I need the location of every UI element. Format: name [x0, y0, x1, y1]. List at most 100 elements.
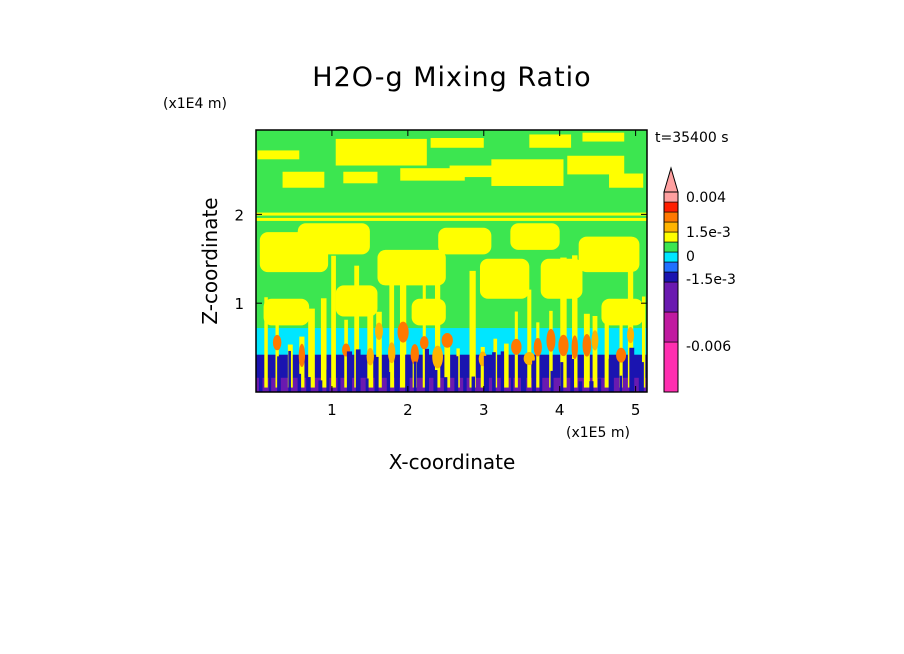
plume-core: [272, 334, 282, 351]
moist-patch: [510, 223, 560, 250]
moist-plume: [572, 255, 578, 388]
moist-plume: [434, 266, 441, 388]
x-tick-label: 1: [327, 401, 337, 419]
plume-core: [397, 321, 409, 343]
moist-plume: [389, 270, 395, 388]
x-axis: 1 2 3 4 5: [327, 130, 640, 419]
moist-plume: [422, 258, 426, 388]
dry-intrusion: [306, 377, 311, 392]
dry-intrusion: [463, 360, 467, 392]
y-axis-label: Z-coordinate: [198, 197, 222, 324]
plume-core: [419, 336, 429, 350]
dry-intrusion: [608, 358, 614, 392]
dry-intrusion: [560, 362, 564, 392]
plume-core: [558, 334, 569, 357]
plume-core: [546, 328, 556, 352]
dry-intrusion: [326, 369, 330, 392]
colorbar-swatch: [663, 191, 679, 203]
dry-intrusion: [570, 359, 575, 392]
moist-patch: [297, 223, 370, 255]
x-tick-label: 4: [555, 401, 565, 419]
dry-intrusion: [277, 356, 281, 392]
moist-band: [257, 150, 300, 160]
moist-plume: [527, 289, 532, 388]
moist-stripe: [256, 217, 647, 221]
dry-intrusion: [374, 356, 379, 392]
moist-plume: [308, 308, 315, 388]
moist-band: [567, 155, 625, 175]
dry-intrusion: [578, 381, 583, 392]
moist-patch: [438, 227, 492, 255]
colorbar-label: 0: [686, 249, 695, 265]
plume-core: [366, 347, 374, 366]
dry-intrusion: [443, 377, 448, 392]
plume-core: [441, 333, 453, 348]
moist-band: [430, 137, 484, 148]
colorbar-swatch: [663, 251, 679, 263]
colorbar-swatch: [663, 221, 679, 233]
dry-intrusion: [471, 376, 476, 392]
colorbar-label: -0.006: [686, 339, 731, 355]
dry-intrusion: [394, 375, 400, 392]
dry-intrusion: [539, 365, 543, 392]
dry-intrusion: [629, 347, 635, 392]
moist-plume: [480, 346, 485, 388]
dry-intrusion: [413, 361, 417, 392]
chart-title: H2O-g Mixing Ratio: [312, 62, 591, 93]
moist-plume: [469, 270, 476, 388]
plume-core: [298, 343, 306, 368]
plume-core: [627, 327, 635, 344]
moist-patch: [377, 249, 446, 286]
moist-patch: [411, 298, 446, 326]
colorbar: 0.004 1.5e-3 0 -1.5e-3 -0.006: [663, 166, 736, 393]
moist-plume: [331, 255, 336, 388]
plot-frame: [255, 129, 648, 393]
moist-band: [529, 134, 572, 148]
moist-patch: [479, 258, 530, 299]
moist-plume: [264, 297, 268, 388]
moist-stripe: [256, 212, 647, 216]
colorbar-swatch: [663, 271, 679, 283]
plume-core: [616, 347, 627, 363]
moist-plume: [641, 296, 646, 388]
x-tick-label: 5: [631, 401, 641, 419]
dry-intrusion: [597, 378, 602, 392]
moist-band: [343, 171, 378, 184]
plume-core: [533, 338, 542, 357]
colorbar-label: 1.5e-3: [686, 225, 731, 241]
dry-intrusion: [589, 381, 594, 392]
colorbar-swatch: [663, 281, 679, 313]
moist-band: [609, 173, 644, 188]
dry-intrusion: [424, 348, 430, 392]
colorbar-swatch: [663, 211, 679, 223]
y-units-label: (x1E4 m): [163, 96, 227, 112]
dry-intrusion: [550, 370, 554, 392]
colorbar-swatch: [663, 341, 679, 393]
moist-plume: [619, 301, 623, 388]
moist-plume: [444, 336, 451, 388]
dry-intrusion: [492, 352, 496, 392]
dry-intrusion: [386, 372, 391, 392]
moist-band: [400, 168, 465, 181]
y-tick-label: 2: [234, 206, 244, 224]
plume-core: [432, 345, 443, 369]
colorbar-swatch: [663, 201, 679, 213]
x-axis-label: X-coordinate: [389, 450, 516, 474]
moist-patch: [578, 236, 640, 273]
plume-core: [582, 334, 592, 357]
dry-intrusion: [454, 356, 459, 392]
colorbar-label: -1.5e-3: [686, 272, 736, 288]
dry-intrusion: [532, 360, 537, 392]
dry-intrusion: [433, 370, 438, 392]
dry-intrusion: [619, 375, 623, 392]
dry-intrusion: [365, 378, 369, 392]
colorbar-frame: [663, 191, 679, 393]
dry-intrusion: [318, 380, 323, 392]
plume-core: [410, 344, 419, 365]
dry-intrusion: [258, 372, 263, 392]
dry-intrusion: [337, 364, 341, 392]
plume-core: [511, 338, 522, 355]
moist-band: [582, 132, 625, 142]
field-layers: [256, 132, 647, 392]
